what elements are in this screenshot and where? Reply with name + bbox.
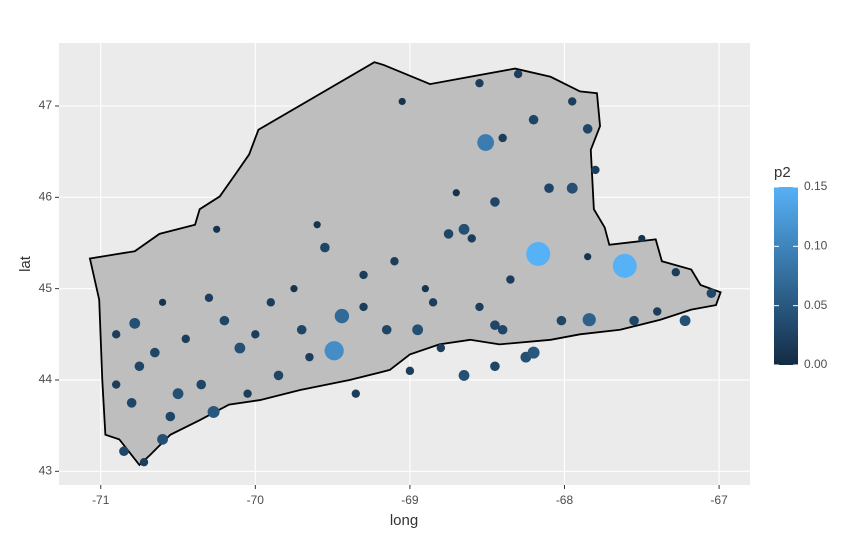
point (412, 324, 424, 336)
point (204, 293, 214, 302)
point (126, 398, 137, 408)
point (458, 370, 470, 381)
legend-title: p2 (774, 164, 791, 181)
y-tick-label: 46 (39, 190, 53, 204)
point (497, 324, 508, 335)
point (475, 302, 484, 312)
point (273, 370, 284, 381)
point (172, 388, 184, 400)
colorbar-label: 0.05 (804, 298, 828, 312)
point (111, 380, 121, 389)
point (296, 324, 307, 335)
point (629, 315, 639, 326)
point (213, 225, 221, 233)
point (243, 389, 252, 398)
point (506, 275, 515, 284)
point (584, 253, 592, 261)
point (526, 241, 551, 266)
point (490, 361, 500, 372)
point (129, 317, 141, 329)
point (582, 124, 593, 134)
point (475, 78, 484, 88)
point (351, 389, 361, 398)
point (165, 411, 176, 422)
point (568, 97, 577, 106)
point (638, 234, 646, 243)
point (706, 288, 717, 299)
y-tick-label: 47 (39, 98, 53, 112)
point (381, 324, 392, 335)
point (527, 346, 540, 359)
x-tick-label: -67 (710, 493, 728, 507)
x-tick-label: -70 (247, 493, 265, 507)
x-tick-label: -71 (92, 493, 110, 507)
point (477, 134, 495, 151)
point (513, 69, 523, 79)
point (139, 457, 149, 467)
point (196, 379, 207, 390)
point (528, 114, 539, 125)
point (582, 313, 596, 327)
point (436, 343, 446, 353)
point (390, 257, 399, 266)
point (421, 285, 429, 293)
point (498, 133, 507, 143)
colorbar (774, 187, 798, 365)
point (490, 320, 500, 330)
point (320, 242, 330, 253)
point (111, 330, 121, 339)
point (134, 361, 145, 372)
y-tick-label: 44 (39, 372, 53, 386)
point (158, 298, 167, 306)
point (290, 285, 298, 293)
colorbar-label: 0.10 (804, 239, 828, 253)
point (398, 97, 406, 106)
point (305, 352, 314, 362)
point (556, 315, 567, 326)
point (566, 182, 578, 194)
y-axis-title: lat (17, 255, 34, 272)
point (251, 330, 260, 339)
point (443, 229, 454, 239)
point (219, 315, 230, 326)
point (653, 307, 662, 316)
point (591, 165, 600, 175)
point (467, 234, 476, 243)
point (234, 342, 246, 354)
point (359, 302, 368, 312)
point (544, 183, 554, 194)
point (612, 253, 637, 278)
point (359, 270, 368, 280)
x-axis-title: long (390, 512, 418, 529)
point (490, 197, 500, 207)
x-tick-label: -68 (556, 493, 574, 507)
point (334, 308, 350, 324)
point (324, 341, 344, 361)
y-tick-label: 45 (39, 281, 53, 295)
colorbar-label: 0.15 (804, 179, 828, 193)
point (679, 315, 691, 327)
point (458, 223, 470, 235)
point (150, 347, 160, 358)
point (405, 366, 415, 376)
point (428, 298, 438, 307)
x-tick-label: -69 (401, 493, 419, 507)
point (313, 221, 321, 229)
point (157, 433, 168, 445)
point (207, 405, 220, 418)
point (119, 446, 129, 457)
point (266, 298, 275, 307)
point (181, 334, 190, 344)
colorbar-label: 0.00 (804, 357, 828, 371)
point (452, 189, 460, 197)
point (671, 268, 680, 277)
y-tick-label: 43 (39, 463, 53, 477)
